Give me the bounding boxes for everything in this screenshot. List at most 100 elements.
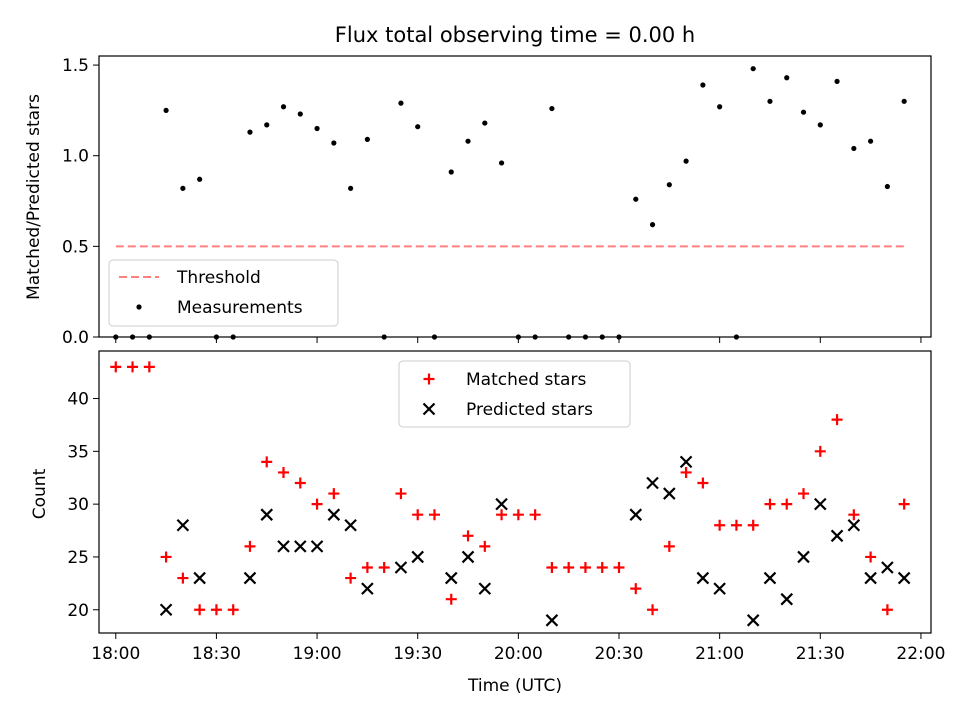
matched-star-point [546,562,558,574]
matched-star-point [345,572,357,584]
measurement-point [197,176,203,182]
matched-star-point [697,477,709,489]
x-tick-label: 19:30 [393,644,442,664]
matched-star-point [143,361,155,373]
predicted-star-point [294,540,307,553]
x-tick-label: 18:00 [91,644,140,664]
predicted-star-point [780,592,794,606]
measurement-point [884,183,890,190]
matched-star-point [680,466,692,478]
predicted-star-point [545,614,559,627]
measurement-point [717,104,723,110]
x-tick-label: 21:30 [796,644,845,664]
matched-star-point [428,509,440,521]
matched-star-point [395,488,407,500]
predicted-star-point [444,571,458,585]
x-tick-label: 19:00 [293,644,342,664]
bottom-y-tick-label: 30 [67,495,89,515]
legend-predicted-swatch [422,402,436,416]
predicted-star-point [411,550,424,564]
matched-star-point [127,361,139,373]
measurement-point [415,124,421,130]
matched-star-point [177,572,189,584]
top-panel: 0.0 0.5 1.0 1.5 Threshold Measurements [62,55,932,348]
matched-star-point [798,488,810,500]
measurement-point [700,82,706,88]
measurement-point [280,104,287,110]
measurement-point [314,125,320,132]
matched-star-point [663,540,675,552]
predicted-star-point [277,540,290,553]
matched-star-point [865,551,877,563]
matched-star-point [714,519,726,531]
bottom-y-axis-label: Count [30,468,50,519]
matched-star-point [730,519,742,531]
predicted-star-point [394,561,408,574]
matched-star-point [831,414,843,426]
measurement-point [817,122,823,128]
bottom-panel: 18:00 18:30 19:00 19:30 20:00 20:30 21:00 21:30… [67,350,945,664]
predicted-star-point [746,614,760,627]
x-tick-label: 18:30 [192,644,241,664]
matched-star-point [294,477,306,489]
matched-star-point [529,509,541,521]
bottom-y-tick-label: 20 [67,601,89,621]
matched-star-point [881,604,893,616]
measurement-point [750,66,756,72]
matched-star-point [814,445,826,457]
matched-star-point [328,488,340,500]
top-y-tick-label: 1.5 [62,56,89,76]
predicted-star-point [897,571,911,585]
measurement-point [834,78,840,84]
matched-star-point [278,466,290,478]
predicted-star-point [176,518,190,532]
bottom-legend: Matched stars Predicted stars [398,360,631,428]
matched-star-point [613,562,625,574]
matched-star-point [479,540,491,552]
legend-threshold-label: Threshold [176,268,261,288]
matched-star-point [378,562,390,574]
top-frame [98,55,932,338]
predicted-star-point [713,582,726,595]
bottom-y-tick-label: 25 [67,548,89,568]
matched-star-point [747,519,759,531]
matched-star-point [244,540,256,552]
predicted-star-point [881,561,894,574]
predicted-star-point [159,603,173,617]
chart-title: Flux total observing time = 0.00 h [335,23,695,47]
predicted-star-point [864,571,877,585]
bottom-frame [98,350,932,634]
top-y-tick-label: 0.5 [62,237,89,257]
top-legend-box [108,259,339,327]
matched-star-point [848,509,860,521]
legend-measurements-swatch [136,304,142,310]
x-tick-label: 21:00 [695,644,744,664]
predicted-star-point [847,518,861,532]
legend-matched-label: Matched stars [466,370,586,390]
matched-star-point [462,530,474,542]
measurement-point [767,98,773,104]
predicted-star-point [260,508,274,521]
matched-star-point [764,498,776,510]
predicted-star-point [646,476,659,490]
measurement-point [784,75,790,81]
bottom-y-tick-label: 40 [67,390,89,410]
matched-star-point [361,562,373,574]
top-y-tick-label: 0.0 [62,328,89,348]
measurement-point [800,109,807,115]
bottom-legend-box [398,360,631,428]
predicted-star-point [763,571,777,585]
measurement-point [297,111,303,117]
predicted-star-point [495,497,508,511]
matched-star-point [227,604,239,616]
measurement-point [331,140,337,146]
matched-star-point [210,604,222,616]
measurement-point [901,98,907,104]
measurement-point [247,129,253,135]
matched-star-point [563,562,575,574]
top-legend: Threshold Measurements [108,259,339,327]
matched-star-point [412,509,424,521]
legend-matched-swatch [423,373,435,385]
x-tick-label: 22:00 [896,644,945,664]
